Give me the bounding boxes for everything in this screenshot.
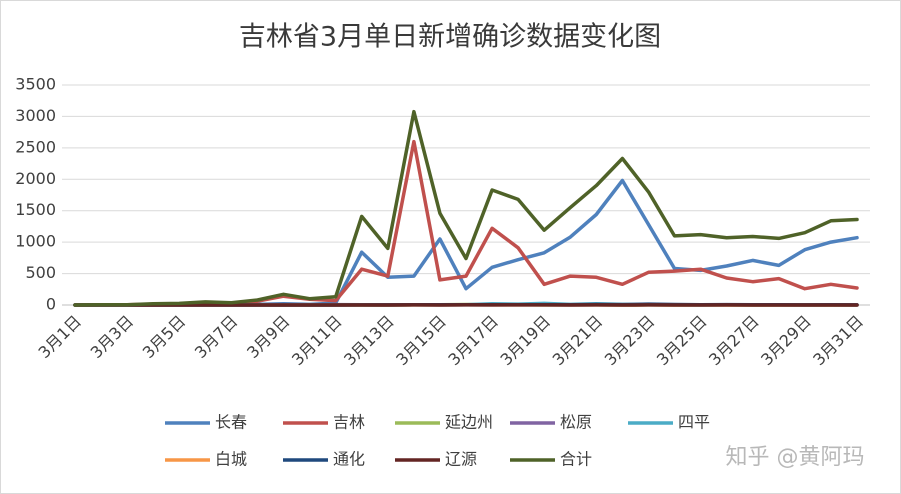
legend-label: 辽源	[445, 450, 477, 469]
series-line	[73, 109, 859, 307]
y-tick-label: 0	[46, 295, 56, 314]
watermark: 知乎 @黄阿玛	[726, 445, 865, 470]
y-tick-label: 2500	[15, 137, 56, 156]
y-tick-label: 1000	[15, 232, 56, 251]
chart-title: 吉林省3月单日新增确诊数据变化图	[239, 22, 661, 53]
legend-label: 吉林	[333, 413, 365, 432]
legend-label: 合计	[560, 450, 592, 469]
legend-label: 白城	[215, 450, 247, 469]
y-tick-label: 1500	[15, 200, 56, 219]
y-tick-label: 2000	[15, 169, 56, 188]
legend-label: 延边州	[445, 413, 493, 432]
legend-label: 四平	[678, 413, 710, 432]
legend-label: 松原	[560, 413, 592, 432]
legend-label: 通化	[333, 450, 365, 469]
legend-label: 长春	[215, 413, 247, 432]
y-tick-label: 3500	[15, 75, 56, 94]
y-tick-label: 3000	[15, 106, 56, 125]
y-tick-label: 500	[25, 263, 56, 282]
